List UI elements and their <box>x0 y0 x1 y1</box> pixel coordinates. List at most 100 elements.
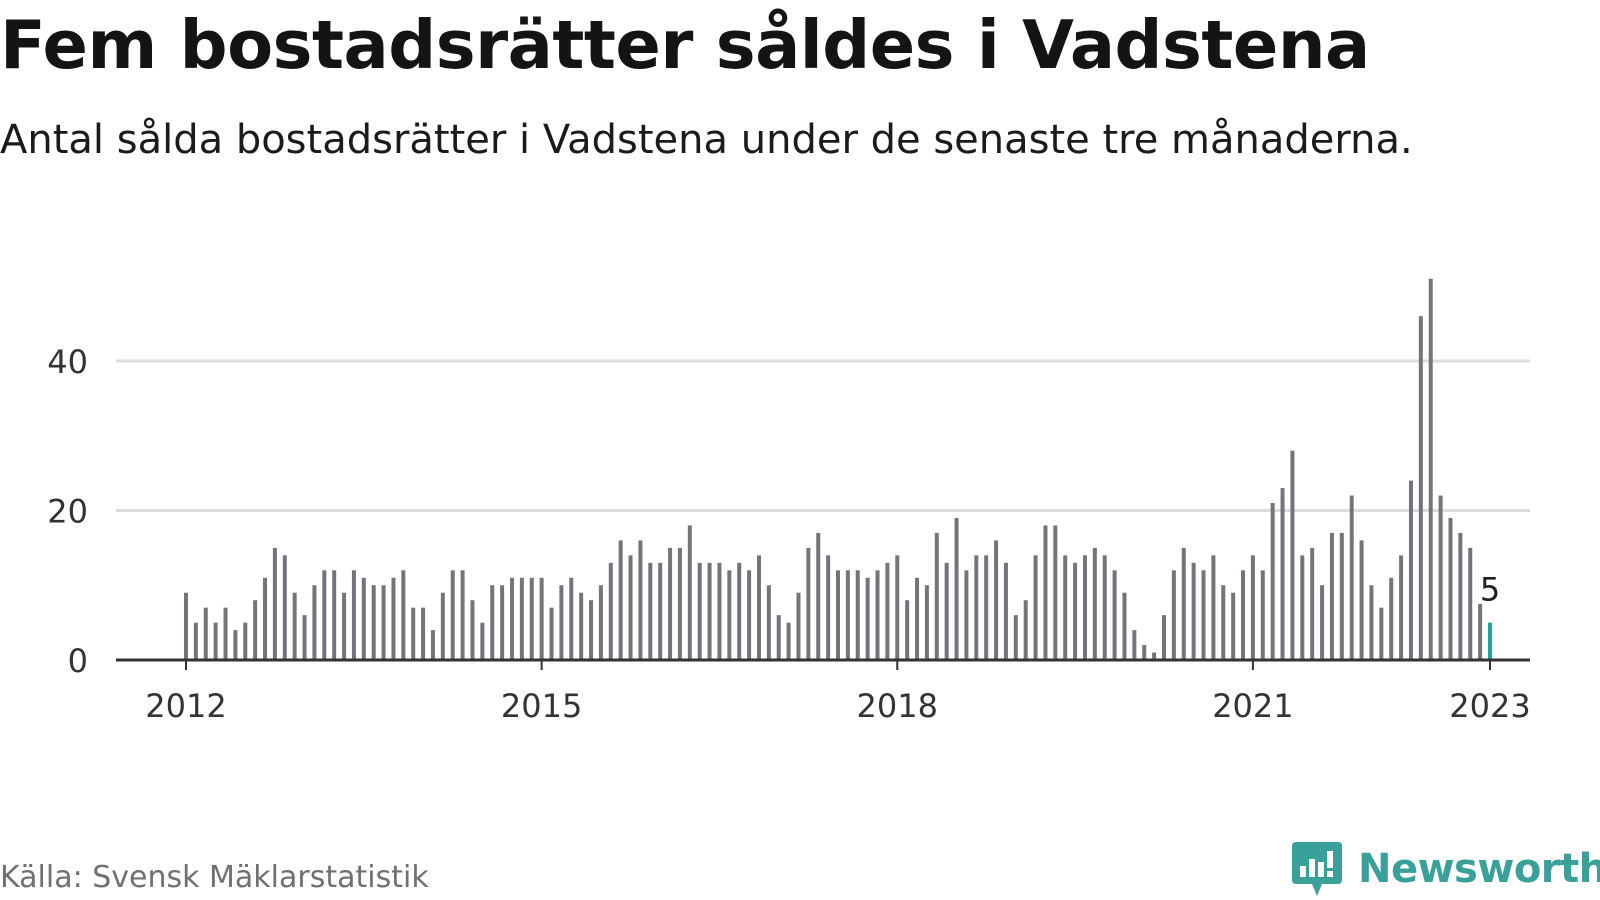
bar <box>1162 615 1166 660</box>
bar <box>964 570 969 660</box>
bar <box>1438 495 1443 660</box>
bar <box>490 585 495 660</box>
bar <box>500 585 505 660</box>
bar <box>203 607 208 660</box>
gridlines <box>116 359 1530 512</box>
chart-subtitle: Antal sålda bostadsrätter i Vadstena und… <box>0 117 1413 163</box>
bar <box>1260 570 1265 660</box>
bar-latest <box>1488 622 1492 660</box>
bar <box>184 592 188 660</box>
bar <box>984 555 989 660</box>
x-tick-label: 2015 <box>501 687 582 725</box>
bar <box>658 562 663 660</box>
bar <box>974 555 979 660</box>
bar <box>272 547 277 660</box>
chart-title: Fem bostadsrätter såldes i Vadstena <box>0 6 1370 84</box>
bar <box>1043 525 1048 660</box>
bar <box>855 570 860 660</box>
bar <box>480 622 485 660</box>
bar <box>608 562 613 660</box>
bar <box>717 562 722 660</box>
bar <box>1053 525 1058 660</box>
bar <box>411 607 416 660</box>
bar <box>253 600 258 660</box>
bar <box>401 570 406 660</box>
bar <box>618 540 623 660</box>
bar <box>351 570 356 660</box>
bar <box>1023 600 1028 660</box>
bar <box>263 577 268 660</box>
bar <box>756 555 761 660</box>
bar <box>213 622 218 660</box>
bar <box>944 562 949 660</box>
bar <box>1478 603 1483 660</box>
bar <box>1468 547 1473 660</box>
bar <box>342 592 347 660</box>
bar <box>579 592 584 660</box>
bar <box>1211 555 1216 660</box>
bar <box>1300 555 1305 660</box>
bar <box>371 585 376 660</box>
bar <box>905 600 910 660</box>
bar <box>628 555 633 660</box>
bar <box>233 630 238 660</box>
bar <box>1389 577 1394 660</box>
bar <box>460 570 465 660</box>
bar <box>915 577 920 660</box>
x-tick-label: 2021 <box>1212 687 1293 725</box>
y-tick-label: 20 <box>47 493 88 531</box>
x-tick-label: 2018 <box>857 687 938 725</box>
bar <box>1221 585 1226 660</box>
bar <box>361 577 366 660</box>
bar <box>559 585 564 660</box>
bar <box>430 630 435 660</box>
bar <box>1329 532 1334 660</box>
bar <box>994 540 999 660</box>
bar <box>1073 562 1078 660</box>
bar <box>1250 555 1255 660</box>
bar <box>1142 645 1147 660</box>
bar <box>519 577 524 660</box>
bar <box>1428 278 1433 660</box>
bar <box>796 592 801 660</box>
bar <box>1082 555 1087 660</box>
bar <box>806 547 811 660</box>
bar <box>924 585 929 660</box>
bar <box>1339 532 1344 660</box>
bar <box>529 577 534 660</box>
bar <box>776 615 781 660</box>
bar <box>1003 562 1008 660</box>
newsworthy-logo[interactable]: Newsworthy <box>1292 842 1600 896</box>
bar <box>391 577 396 660</box>
bar <box>332 570 337 660</box>
bar <box>885 562 890 660</box>
bar <box>836 570 840 660</box>
bar <box>598 585 603 660</box>
bar <box>1320 585 1325 660</box>
bar <box>1458 532 1463 660</box>
bar <box>1418 316 1423 660</box>
bars <box>184 278 1492 660</box>
bar <box>1379 607 1384 660</box>
bar <box>747 570 752 660</box>
bar <box>865 577 870 660</box>
bar <box>895 555 900 660</box>
bar <box>1132 630 1137 660</box>
bar <box>1063 555 1068 660</box>
bar <box>1408 480 1413 660</box>
brand-name: Newsworthy <box>1358 846 1600 892</box>
bar <box>470 600 475 660</box>
bar <box>243 622 248 660</box>
x-tick-label: 2023 <box>1449 687 1530 725</box>
bar <box>1231 592 1236 660</box>
bar <box>569 577 574 660</box>
bar <box>727 570 732 660</box>
bar <box>302 615 307 660</box>
bar <box>381 585 386 660</box>
bar <box>677 547 682 660</box>
bar <box>1013 615 1018 660</box>
bar <box>292 592 297 660</box>
bar <box>687 525 692 660</box>
